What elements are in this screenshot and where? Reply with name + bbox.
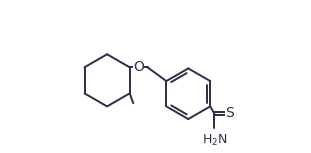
Text: H$_2$N: H$_2$N (202, 133, 227, 148)
Text: S: S (225, 106, 234, 121)
Text: O: O (133, 60, 144, 74)
